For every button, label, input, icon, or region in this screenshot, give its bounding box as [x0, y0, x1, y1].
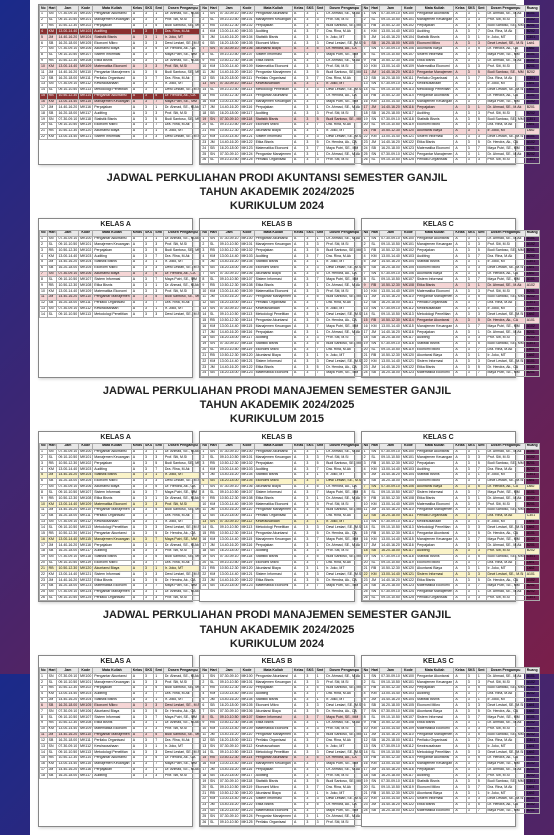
table-row: 26SL09.10-10.50MK125Perilaku OrganisasiA…: [201, 157, 378, 163]
title-line: KURIKULUM 2024: [38, 637, 516, 651]
schedule-table: NoHariJamKodeMata KuliahKelasSKSSmtDosen…: [39, 443, 217, 602]
schedule-table: NoHariJamKodeMata KuliahKelasSKSSmtDosen…: [39, 667, 217, 779]
table-row: 26SL09.10-10.50MK125Perilaku OrganisasiA…: [362, 157, 539, 163]
class-label: KELAS C: [362, 432, 515, 443]
table-block: KELAS A NoHariJamKodeMata KuliahKelasSKS…: [38, 431, 193, 603]
class-label: KELAS B: [200, 656, 353, 667]
tables-row-top: NoHariJamKodeMata KuliahKelasSKSSmtDosen…: [38, 4, 516, 165]
schedule-table: NoHariJamKodeMata KuliahKelasSKSSmtDosen…: [200, 5, 378, 164]
table-block: KELAS A NoHariJamKodeMata KuliahKelasSKS…: [38, 655, 193, 827]
table-row: 26SL09.10-10.50MK125Perilaku OrganisasiA…: [362, 595, 539, 601]
title-line: JADWAL PERKULIAHAN PRODI MANAJEMEN SEMES…: [38, 384, 516, 398]
schedule-table: NoHariJamKodeMata KuliahKelasSKSSmtDosen…: [362, 230, 540, 377]
page-container: NoHariJamKodeMata KuliahKelasSKSSmtDosen…: [30, 0, 524, 835]
title-line: TAHUN AKADEMIK 2024/2025: [38, 623, 516, 637]
section-title: JADWAL PERKULIAHAN PRODI MANAJEMEN SEMES…: [38, 384, 516, 427]
class-label: KELAS A: [39, 656, 192, 667]
tables-row: KELAS A NoHariJamKodeMata KuliahKelasSKS…: [38, 431, 516, 603]
title-line: JADWAL PERKULIAHAN PRODI AKUNTANSI SEMES…: [38, 171, 516, 185]
title-line: KURIKULUM 2015: [38, 412, 516, 426]
table-row: 22KM13.00-14.40MK121Sistem InformasiA33D…: [40, 134, 217, 140]
section-title: JADWAL PERKULIAHAN PRODI MANAJEMEN SEMES…: [38, 608, 516, 651]
title-line: TAHUN AKADEMIK 2024/2025: [38, 185, 516, 199]
table-block: NoHariJamKodeMata KuliahKelasSKSSmtDosen…: [361, 4, 516, 165]
table-row: 18SB16.20-18.00MK117AuditingA33Prof. Sit…: [40, 773, 217, 779]
class-label: KELAS B: [200, 432, 353, 443]
table-block: KELAS B NoHariJamKodeMata KuliahKelasSKS…: [199, 655, 354, 827]
class-label: KELAS C: [362, 219, 515, 230]
schedule-table: NoHariJamKodeMata KuliahKelasSKSSmtDosen…: [200, 443, 378, 590]
schedule-table: NoHariJamKodeMata KuliahKelasSKSSmtDosen…: [39, 5, 217, 140]
schedule-table: NoHariJamKodeMata KuliahKelasSKSSmtDosen…: [200, 667, 378, 826]
table-block: NoHariJamKodeMata KuliahKelasSKSSmtDosen…: [199, 4, 354, 165]
table-block: KELAS C NoHariJamKodeMata KuliahKelasSKS…: [361, 655, 516, 827]
table-block: NoHariJamKodeMata KuliahKelasSKSSmtDosen…: [38, 4, 193, 165]
table-block: KELAS B NoHariJamKodeMata KuliahKelasSKS…: [199, 218, 354, 378]
table-row: 24SB16.20-18.00MK123Matematika EkonomiA3…: [362, 370, 539, 376]
table-block: KELAS C NoHariJamKodeMata KuliahKelasSKS…: [361, 218, 516, 378]
table-block: KELAS A NoHariJamKodeMata KuliahKelasSKS…: [38, 218, 193, 378]
table-row: 24SB16.20-18.00MK123Matematika EkonomiA3…: [201, 370, 378, 376]
class-label: KELAS A: [39, 219, 192, 230]
title-line: KURIKULUM 2024: [38, 199, 516, 213]
table-row: 26SL09.10-10.50MK125Perilaku OrganisasiA…: [40, 595, 217, 601]
table-block: KELAS C NoHariJamKodeMata KuliahKelasSKS…: [361, 431, 516, 603]
class-label: KELAS C: [362, 656, 515, 667]
schedule-table: NoHariJamKodeMata KuliahKelasSKSSmtDosen…: [362, 5, 540, 164]
schedule-table: NoHariJamKodeMata KuliahKelasSKSSmtDosen…: [39, 230, 217, 319]
title-line: TAHUN AKADEMIK 2024/2025: [38, 398, 516, 412]
class-label: KELAS A: [39, 432, 192, 443]
schedule-table: NoHariJamKodeMata KuliahKelasSKSSmtDosen…: [362, 443, 540, 602]
table-row: 24SB16.20-18.00MK123Matematika EkonomiA3…: [201, 583, 378, 589]
table-row: 14SL09.10-10.50MK113Metodologi Penelitia…: [40, 312, 217, 318]
schedule-table: NoHariJamKodeMata KuliahKelasSKSSmtDosen…: [200, 230, 378, 377]
section-title: JADWAL PERKULIAHAN PRODI AKUNTANSI SEMES…: [38, 171, 516, 214]
class-label: KELAS B: [200, 219, 353, 230]
title-line: JADWAL PERKULIAHAN PRODI MANAJEMEN SEMES…: [38, 608, 516, 622]
table-row: 26SL09.10-10.50MK125Perilaku OrganisasiA…: [201, 820, 378, 826]
tables-row: KELAS A NoHariJamKodeMata KuliahKelasSKS…: [38, 218, 516, 378]
tables-row: KELAS A NoHariJamKodeMata KuliahKelasSKS…: [38, 655, 516, 827]
table-block: KELAS B NoHariJamKodeMata KuliahKelasSKS…: [199, 431, 354, 603]
table-row: 24SB16.20-18.00MK123Matematika EkonomiA3…: [362, 808, 539, 814]
schedule-table: NoHariJamKodeMata KuliahKelasSKSSmtDosen…: [362, 667, 540, 814]
